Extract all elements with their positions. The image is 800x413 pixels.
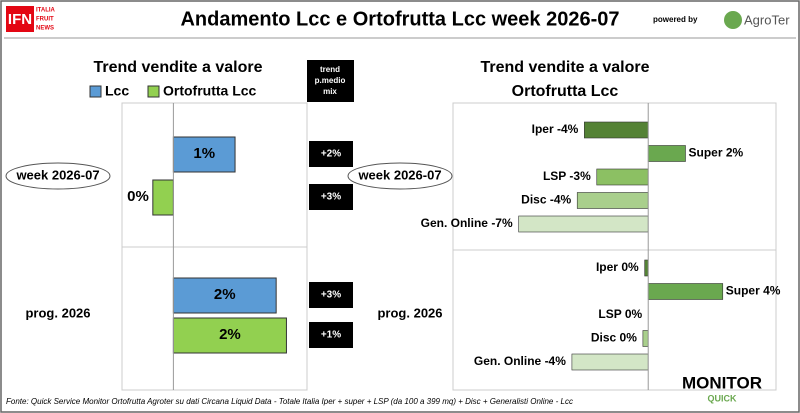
group-label: prog. 2026 xyxy=(377,305,442,320)
logo-line: FRUIT xyxy=(36,17,54,23)
mix-label: +2% xyxy=(321,149,341,160)
bar xyxy=(647,283,724,300)
bar xyxy=(647,145,686,162)
category-label: Iper xyxy=(596,260,618,274)
group-label: week 2026-07 xyxy=(15,167,99,182)
mix-box xyxy=(309,141,353,167)
mix-box xyxy=(309,322,353,348)
bar xyxy=(172,317,287,354)
category-label: Super xyxy=(688,146,722,160)
bar xyxy=(642,330,649,347)
group-ellipse xyxy=(347,162,453,190)
mix-box xyxy=(309,282,353,308)
category-label: Iper xyxy=(532,122,554,136)
partner-icon xyxy=(724,11,742,29)
bar-label: Super 4% xyxy=(726,284,781,298)
category-label: Gen. Online xyxy=(421,216,489,230)
powered-by: powered by xyxy=(653,15,698,24)
legend-swatch xyxy=(89,85,102,98)
legend-label: Ortofrutta Lcc xyxy=(163,83,257,99)
value-label: -4% xyxy=(550,193,572,207)
value-label: 0% xyxy=(621,260,639,274)
legend-swatch xyxy=(147,85,160,98)
mix-label: +3% xyxy=(321,192,341,203)
bar xyxy=(571,353,649,371)
category-label: LSP xyxy=(543,169,566,183)
bar xyxy=(152,179,174,216)
bar-label: Super 2% xyxy=(688,146,743,160)
logo-line: NEWS xyxy=(36,26,54,32)
brand: MONITOR xyxy=(682,373,762,392)
chart-title: Trend vendite a valore xyxy=(94,59,263,76)
value-label: -3% xyxy=(569,169,591,183)
bar xyxy=(596,168,649,186)
bar-label: LSP -3% xyxy=(543,169,591,183)
bar xyxy=(576,192,649,209)
logo-box xyxy=(6,6,34,32)
category-label: Disc xyxy=(521,193,547,207)
value-label: 1% xyxy=(193,145,215,162)
category-label: Super xyxy=(726,284,760,298)
mix-title: mix xyxy=(323,87,337,96)
bar xyxy=(584,121,649,139)
bar-label: Iper -4% xyxy=(532,122,579,136)
bar xyxy=(172,136,236,173)
legend-label: Lcc xyxy=(105,83,129,99)
bar-label: Gen. Online -7% xyxy=(421,216,513,230)
group-label: prog. 2026 xyxy=(25,305,90,320)
category-label: Disc xyxy=(591,331,617,345)
bar xyxy=(644,259,649,277)
bar-label: Disc 0% xyxy=(591,331,637,345)
logo: IFN xyxy=(8,11,32,28)
bar-label: LSP 0% xyxy=(598,307,642,321)
chart-title: Trend vendite a valore xyxy=(481,59,650,76)
bar-label: Disc -4% xyxy=(521,193,571,207)
value-label: 2% xyxy=(214,286,236,303)
mix-label: +1% xyxy=(321,330,341,341)
mix-title: trend xyxy=(320,65,340,74)
category-label: Gen. Online xyxy=(474,354,542,368)
value-label: 0% xyxy=(620,331,638,345)
footer-note: Fonte: Quick Service Monitor Ortofrutta … xyxy=(6,397,573,406)
value-label: -7% xyxy=(491,216,513,230)
category-label: LSP xyxy=(598,307,621,321)
group-label: week 2026-07 xyxy=(357,167,441,182)
value-label: 2% xyxy=(219,326,241,343)
value-label: 4% xyxy=(763,284,781,298)
value-label: -4% xyxy=(545,354,567,368)
value-label: 0% xyxy=(625,307,643,321)
charts: Trend vendite a valore Lcc Ortofrutta Lcc t… xyxy=(5,59,781,391)
bar-label: Iper 0% xyxy=(596,260,639,274)
mix-label: +3% xyxy=(321,290,341,301)
mix-title: p.medio xyxy=(315,76,346,85)
chart-title: Ortofrutta Lcc xyxy=(512,83,619,100)
value-label: -4% xyxy=(557,122,579,136)
bar xyxy=(172,277,277,314)
brand-sub: QUICK xyxy=(708,393,738,403)
value-label: 0% xyxy=(127,188,149,205)
group-ellipse xyxy=(5,162,111,190)
logo-line: ITALIA xyxy=(36,8,56,14)
mix-title-box xyxy=(307,60,354,102)
mix-box xyxy=(309,184,353,210)
panel xyxy=(452,102,777,391)
value-label: 2% xyxy=(726,146,744,160)
bar-label: Gen. Online -4% xyxy=(474,354,566,368)
partner: AgroTer xyxy=(744,12,790,27)
bar xyxy=(518,215,649,233)
page-title: Andamento Lcc e Ortofrutta Lcc week 2026… xyxy=(180,8,619,30)
